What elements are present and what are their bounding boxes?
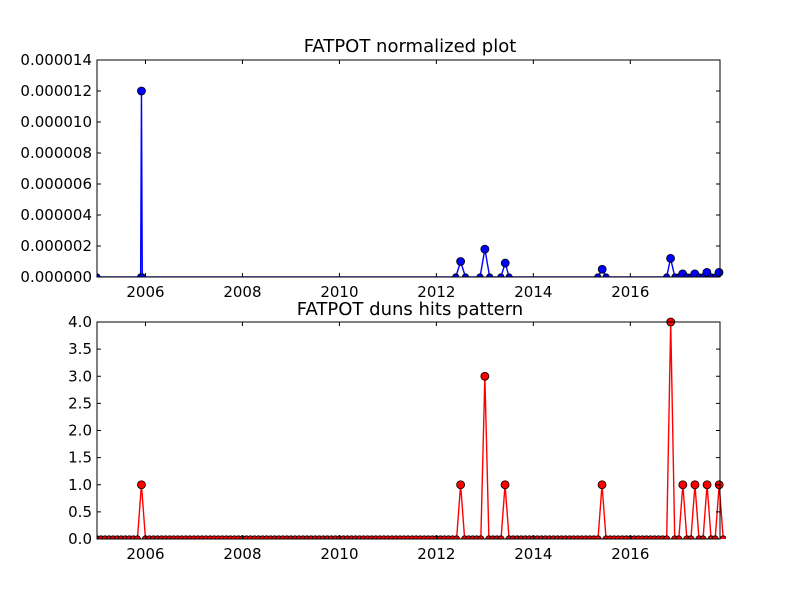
data-point (714, 267, 724, 277)
y-tick-label: 0.000010 (20, 113, 92, 131)
x-tick-label: 2016 (611, 545, 649, 563)
data-point (480, 371, 490, 381)
y-tick-label: 0.000004 (20, 206, 92, 224)
x-tick-label: 2008 (223, 545, 261, 563)
data-point (597, 264, 607, 274)
data-point (456, 257, 466, 266)
data-point (137, 86, 146, 96)
y-tick-label: 1.5 (68, 449, 92, 467)
data-point (678, 480, 688, 490)
duns-hits-title: FATPOT duns hits pattern (297, 299, 523, 320)
y-tick-label: 0.000014 (20, 51, 92, 69)
data-point (597, 480, 607, 490)
axes-frame (96, 59, 721, 278)
x-tick-label: 2006 (126, 283, 164, 301)
y-tick-label: 2.0 (68, 422, 92, 440)
data-point (456, 480, 466, 490)
x-tick-label: 2008 (223, 283, 261, 301)
data-point (666, 253, 675, 263)
y-tick-label: 3.5 (68, 340, 92, 358)
y-tick-label: 1.0 (68, 476, 92, 494)
y-tick-label: 4.0 (68, 313, 92, 331)
normalized-plot-area: 2006 2008 2010 2012 2014 2016 0.000000 0.000002… (20, 51, 724, 301)
y-tick-label: 0.000012 (20, 82, 92, 100)
x-tick-label: 2006 (126, 545, 164, 563)
y-tick-label: 0.0 (68, 530, 92, 548)
y-tick-label: 0.000006 (20, 175, 92, 193)
x-tick-label: 2012 (417, 545, 455, 563)
y-tick-label: 0.000008 (20, 144, 92, 162)
y-tick-label: 0.5 (68, 503, 92, 521)
data-point (690, 480, 700, 490)
x-tick-label: 2012 (417, 283, 455, 301)
y-tick-label: 0.000000 (20, 268, 92, 286)
data-point (500, 258, 510, 268)
data-point (480, 244, 490, 254)
y-tick-label: 0.000002 (20, 237, 92, 255)
x-tick-label: 2014 (514, 283, 552, 301)
duns-hits-chart: FATPOT duns hits pattern 2006 2008 2010 201… (68, 299, 726, 563)
data-point (702, 480, 712, 490)
x-tick-label: 2010 (320, 545, 358, 563)
y-tick-label: 3.0 (68, 367, 92, 385)
normalized-plot-title: FATPOT normalized plot (304, 36, 517, 57)
normalized-plot-chart: FATPOT normalized plot 2006 2008 2010 2012 2… (20, 36, 724, 301)
x-tick-label: 2016 (611, 283, 649, 301)
x-tick-label: 2010 (320, 283, 358, 301)
y-tick-label: 2.5 (68, 394, 92, 412)
duns-hits-plot-area: 2006 2008 2010 2012 2014 2016 0.0 0.5 1.0 1.5 2.0 2… (68, 313, 726, 563)
data-point (500, 480, 510, 490)
x-tick-label: 2014 (514, 545, 552, 563)
data-point (137, 480, 146, 490)
